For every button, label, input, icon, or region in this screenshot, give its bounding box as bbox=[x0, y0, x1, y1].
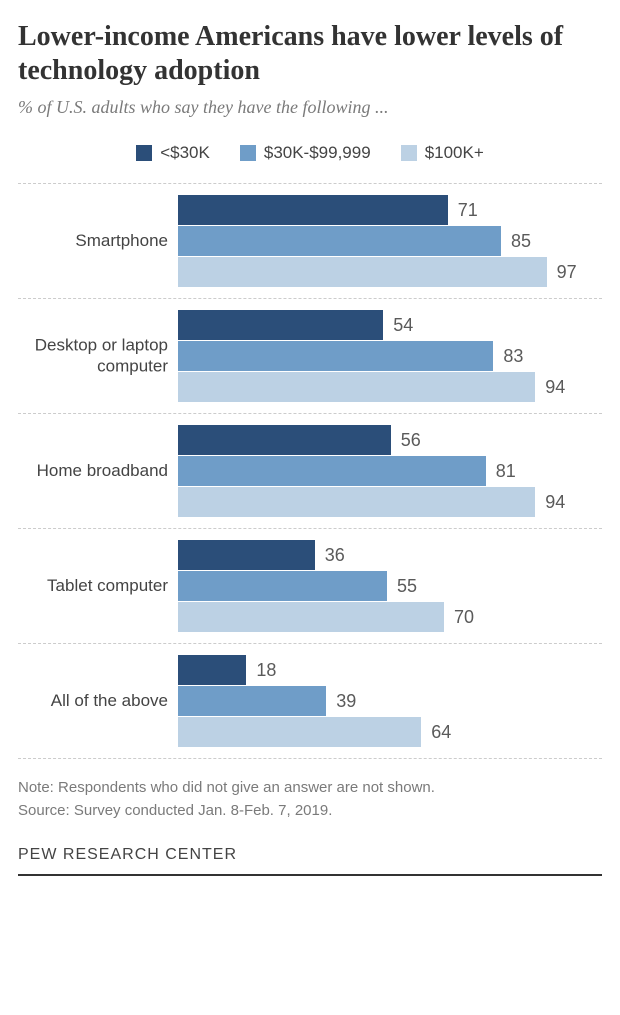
chart-container: Lower-income Americans have lower levels… bbox=[0, 0, 620, 891]
bar-row: 83 bbox=[178, 341, 602, 371]
bar bbox=[178, 425, 391, 455]
bar bbox=[178, 540, 315, 570]
bar-value: 94 bbox=[545, 377, 565, 398]
bar-row: 70 bbox=[178, 602, 602, 632]
group-label: Desktop or laptop computer bbox=[18, 336, 168, 377]
legend-swatch bbox=[240, 145, 256, 161]
bar-row: 71 bbox=[178, 195, 602, 225]
bar-value: 81 bbox=[496, 461, 516, 482]
group-label: Home broadband bbox=[18, 461, 168, 481]
chart-source: Source: Survey conducted Jan. 8-Feb. 7, … bbox=[18, 800, 602, 821]
legend-label: <$30K bbox=[160, 143, 210, 163]
footer-brand: PEW RESEARCH CENTER bbox=[18, 846, 602, 864]
bar-value: 56 bbox=[401, 430, 421, 451]
bar-value: 97 bbox=[557, 262, 577, 283]
bar-group: Tablet computer 36 55 70 bbox=[18, 528, 602, 643]
chart-note: Note: Respondents who did not give an an… bbox=[18, 777, 602, 798]
legend-label: $100K+ bbox=[425, 143, 484, 163]
group-label: Tablet computer bbox=[18, 576, 168, 596]
bar-group: Desktop or laptop computer 54 83 94 bbox=[18, 298, 602, 413]
bar-value: 55 bbox=[397, 576, 417, 597]
legend-item: $30K-$99,999 bbox=[240, 143, 371, 163]
legend-swatch bbox=[401, 145, 417, 161]
bar-row: 36 bbox=[178, 540, 602, 570]
bar bbox=[178, 487, 535, 517]
bar-group: Home broadband 56 81 94 bbox=[18, 413, 602, 528]
bar bbox=[178, 571, 387, 601]
bar-row: 94 bbox=[178, 372, 602, 402]
legend-swatch bbox=[136, 145, 152, 161]
bar-row: 54 bbox=[178, 310, 602, 340]
bar bbox=[178, 341, 493, 371]
bar-row: 56 bbox=[178, 425, 602, 455]
footer-rule bbox=[18, 874, 602, 876]
bar bbox=[178, 226, 501, 256]
bar-row: 18 bbox=[178, 655, 602, 685]
bar bbox=[178, 257, 547, 287]
bar bbox=[178, 602, 444, 632]
bar bbox=[178, 717, 421, 747]
bar-value: 71 bbox=[458, 200, 478, 221]
bar-row: 39 bbox=[178, 686, 602, 716]
chart-title: Lower-income Americans have lower levels… bbox=[18, 20, 602, 87]
bar bbox=[178, 372, 535, 402]
chart-area: Smartphone 71 85 97 Desktop or laptop comput… bbox=[18, 183, 602, 759]
chart-subtitle: % of U.S. adults who say they have the f… bbox=[18, 97, 602, 118]
bar-group: Smartphone 71 85 97 bbox=[18, 183, 602, 298]
bar-value: 36 bbox=[325, 545, 345, 566]
bar-value: 54 bbox=[393, 315, 413, 336]
bar-row: 81 bbox=[178, 456, 602, 486]
bar-value: 39 bbox=[336, 691, 356, 712]
bar-row: 85 bbox=[178, 226, 602, 256]
bar-value: 70 bbox=[454, 607, 474, 628]
bar bbox=[178, 655, 246, 685]
bar bbox=[178, 456, 486, 486]
group-label: Smartphone bbox=[18, 231, 168, 251]
bar bbox=[178, 195, 448, 225]
bar-group: All of the above 18 39 64 bbox=[18, 643, 602, 759]
bar-value: 85 bbox=[511, 231, 531, 252]
bar-value: 94 bbox=[545, 492, 565, 513]
legend: <$30K $30K-$99,999 $100K+ bbox=[18, 143, 602, 163]
bar-value: 64 bbox=[431, 722, 451, 743]
bar-value: 83 bbox=[503, 346, 523, 367]
legend-label: $30K-$99,999 bbox=[264, 143, 371, 163]
bar bbox=[178, 310, 383, 340]
bar-row: 97 bbox=[178, 257, 602, 287]
bar-row: 64 bbox=[178, 717, 602, 747]
legend-item: $100K+ bbox=[401, 143, 484, 163]
bar bbox=[178, 686, 326, 716]
bar-value: 18 bbox=[256, 660, 276, 681]
bar-row: 55 bbox=[178, 571, 602, 601]
bar-row: 94 bbox=[178, 487, 602, 517]
legend-item: <$30K bbox=[136, 143, 210, 163]
group-label: All of the above bbox=[18, 691, 168, 711]
